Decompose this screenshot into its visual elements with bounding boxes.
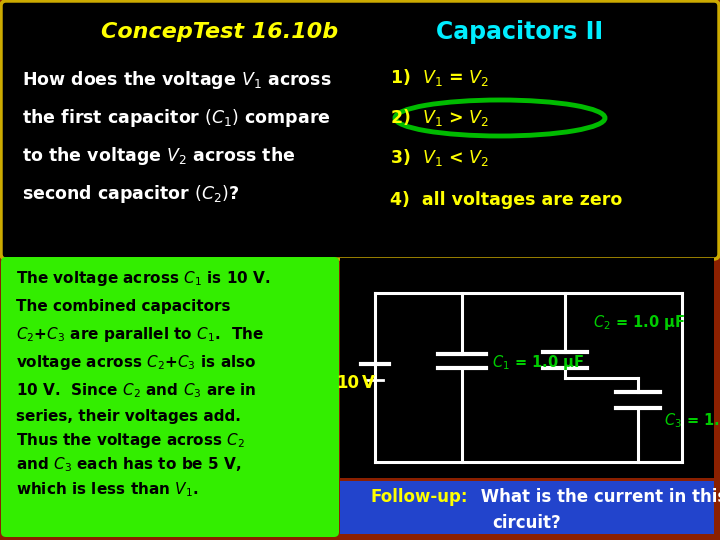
Text: 1)  $V_1$ = $V_2$: 1) $V_1$ = $V_2$ <box>390 68 490 89</box>
Text: $C_1$ = 1.0 μF: $C_1$ = 1.0 μF <box>492 353 584 372</box>
Text: $C_2$ = 1.0 μF: $C_2$ = 1.0 μF <box>593 314 685 333</box>
Text: V: V <box>362 374 375 391</box>
FancyBboxPatch shape <box>340 258 714 478</box>
Text: 4)  all voltages are zero: 4) all voltages are zero <box>390 191 622 209</box>
Text: 10 V.  Since $C_2$ and $C_3$ are in: 10 V. Since $C_2$ and $C_3$ are in <box>16 382 256 400</box>
Text: second capacitor $(C_2)$?: second capacitor $(C_2)$? <box>22 183 240 205</box>
Text: 10: 10 <box>336 374 359 391</box>
FancyBboxPatch shape <box>1 1 719 259</box>
Text: Thus the voltage across $C_2$: Thus the voltage across $C_2$ <box>16 431 246 450</box>
Text: What is the current in this: What is the current in this <box>475 488 720 506</box>
Text: series, their voltages add.: series, their voltages add. <box>16 408 241 423</box>
Text: 2)  $V_1$ > $V_2$: 2) $V_1$ > $V_2$ <box>390 107 490 129</box>
Text: ConcepTest 16.10b: ConcepTest 16.10b <box>102 22 338 42</box>
Text: Capacitors II: Capacitors II <box>436 20 603 44</box>
Text: $C_3$ = 1.0 μF: $C_3$ = 1.0 μF <box>664 410 720 429</box>
Text: and $C_3$ each has to be 5 V,: and $C_3$ each has to be 5 V, <box>16 456 241 474</box>
Text: $C_2$+$C_3$ are parallel to $C_1$.  The: $C_2$+$C_3$ are parallel to $C_1$. The <box>16 326 264 345</box>
Text: which is less than $V_1$.: which is less than $V_1$. <box>16 481 199 500</box>
Text: The voltage across $C_1$ is 10 V.: The voltage across $C_1$ is 10 V. <box>16 269 271 288</box>
Text: to the voltage $V_2$ across the: to the voltage $V_2$ across the <box>22 145 295 167</box>
Text: circuit?: circuit? <box>492 514 562 532</box>
Text: 3)  $V_1$ < $V_2$: 3) $V_1$ < $V_2$ <box>390 147 490 168</box>
Text: How does the voltage $V_1$ across: How does the voltage $V_1$ across <box>22 69 332 91</box>
FancyBboxPatch shape <box>1 257 339 537</box>
Text: Follow-up:: Follow-up: <box>370 488 467 506</box>
Text: voltage across $C_2$+$C_3$ is also: voltage across $C_2$+$C_3$ is also <box>16 354 256 373</box>
Text: The combined capacitors: The combined capacitors <box>16 300 230 314</box>
Text: the first capacitor $(C_1)$ compare: the first capacitor $(C_1)$ compare <box>22 107 330 129</box>
FancyBboxPatch shape <box>340 481 714 534</box>
